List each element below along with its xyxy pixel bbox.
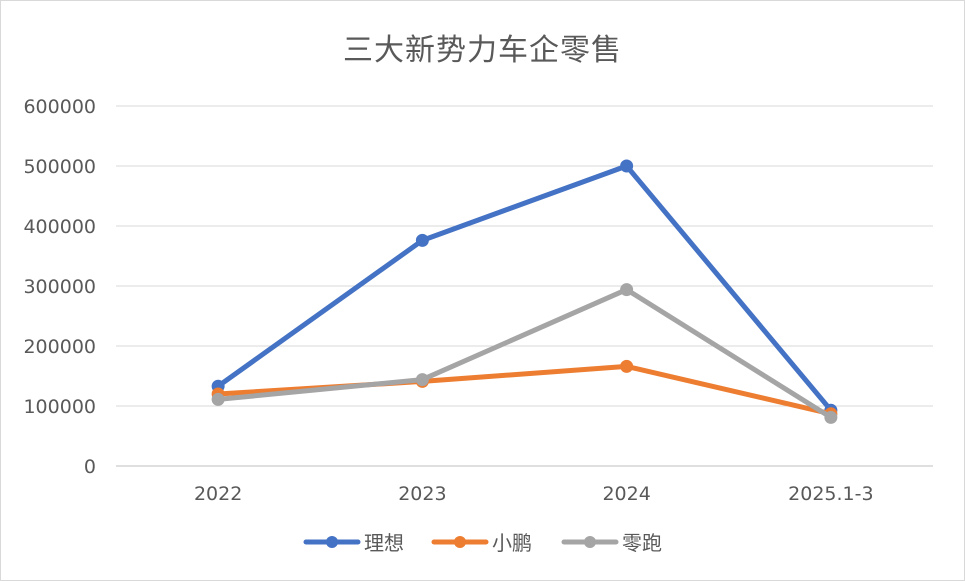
data-point-1 (415, 233, 429, 247)
x-tick-label: 2024 (602, 483, 650, 505)
y-tick-label: 300000 (23, 276, 96, 298)
y-tick-label: 500000 (23, 156, 96, 178)
data-point-2 (620, 359, 634, 373)
y-tick-label: 0 (84, 456, 96, 478)
x-tick-label: 2023 (398, 483, 446, 505)
series-line-1 (215, 163, 834, 413)
data-point-3 (415, 373, 429, 387)
y-tick-label: 200000 (23, 336, 96, 358)
legend-label-1: 理想 (364, 531, 404, 555)
y-tick-label: 600000 (23, 96, 96, 118)
legend-marker-1 (326, 536, 338, 548)
data-point-3 (824, 410, 838, 424)
data-point-3 (620, 283, 634, 297)
data-point-3 (211, 392, 225, 406)
legend-marker-3 (584, 536, 596, 548)
y-tick-label: 400000 (23, 216, 96, 238)
x-tick-label: 2025.1-3 (788, 483, 873, 505)
y-tick-label: 100000 (23, 396, 96, 418)
legend-marker-2 (454, 536, 466, 548)
series-line-3 (215, 287, 834, 420)
legend-label-3: 零跑 (622, 531, 662, 555)
data-point-1 (620, 159, 634, 173)
x-tick-label: 2022 (194, 483, 242, 505)
legend-label-2: 小鹏 (492, 531, 532, 555)
chart-title: 三大新势力车企零售 (343, 33, 622, 68)
